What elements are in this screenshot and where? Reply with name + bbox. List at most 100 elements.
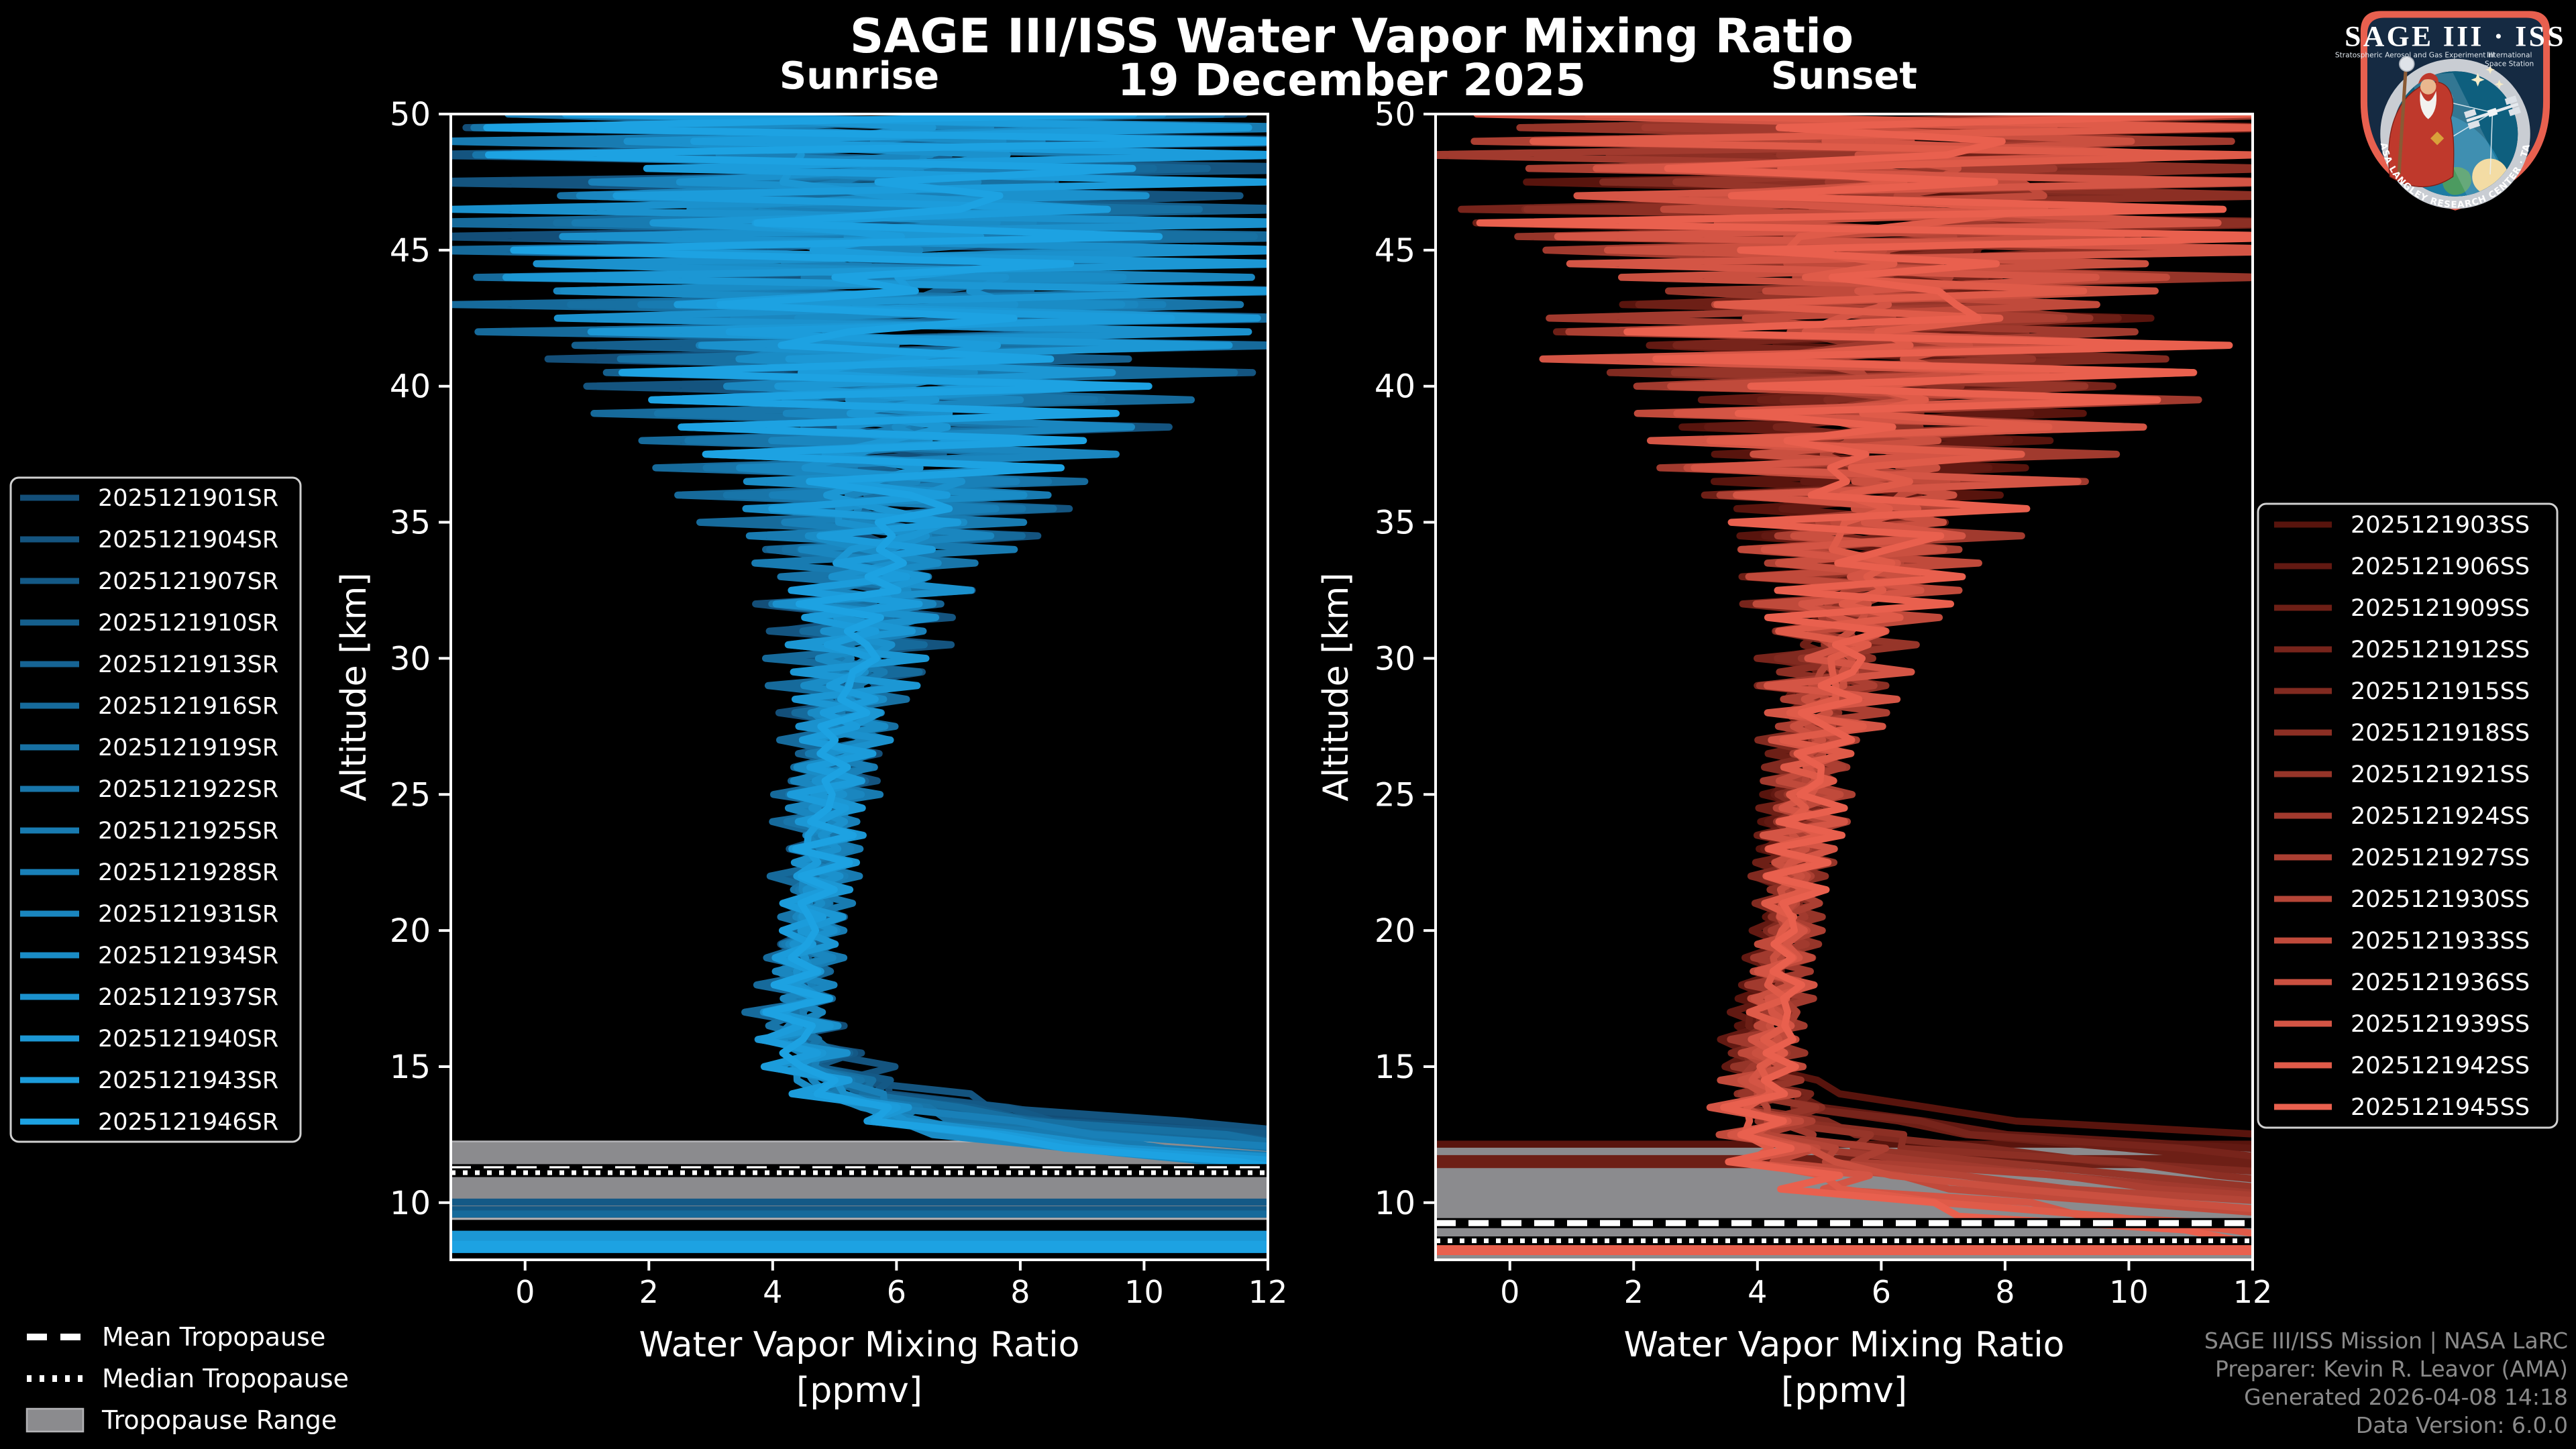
sunrise-event-legend: 2025121901SR 2025121904SR 2025121907SR 2025… [9, 476, 302, 1143]
y-tick-label: 45 [390, 232, 431, 270]
credit-mission: SAGE III/ISS Mission | NASA LaRC [2204, 1328, 2568, 1354]
sunrise-panel-title: Sunrise [780, 54, 939, 98]
iss-icon [2463, 95, 2521, 129]
legend-entry-label: 2025121910SR [98, 610, 278, 637]
iss-panel [2463, 109, 2477, 119]
star-icon [2494, 79, 2504, 89]
iss-panel [2504, 95, 2518, 105]
x-tick-label: 6 [887, 1274, 906, 1310]
x-tick-label: 10 [2109, 1274, 2149, 1310]
x-tick-label: 4 [763, 1274, 782, 1310]
sage-head [2420, 78, 2436, 95]
x-tick-label: 6 [1872, 1274, 1891, 1310]
sage-beard [2420, 91, 2437, 119]
sage-hood [2418, 72, 2438, 85]
sunset-yaxis-label: Altitude [km] [1316, 572, 1356, 801]
chart-root: 0 2 4 6 8 10 121015202530354045502025121901SR2… [9, 96, 2559, 1310]
sunset-axes-spines [1434, 113, 2254, 1261]
iss-panel [2467, 119, 2481, 129]
logo-caption-right-2: Space Station [2485, 60, 2534, 68]
legend-entry-label: 2025121940SR [98, 1026, 278, 1053]
y-tick-label: 30 [1375, 640, 1415, 678]
legend-entry-label: 2025121901SR [98, 485, 278, 512]
figure-date-subtitle: 19 December 2025 [1118, 54, 1586, 106]
legend-entry-label: 2025121907SR [98, 568, 278, 595]
sunset-panel-title: Sunset [1771, 54, 1917, 98]
mean-tropopause-label: Mean Tropopause [102, 1322, 325, 1352]
logo-caption-right-1: International [2487, 51, 2532, 59]
patch-ring [2380, 58, 2530, 209]
legend-entry-label: 2025121930SS [2351, 886, 2530, 913]
iss-panel [2508, 107, 2521, 117]
legend-entry-label: 2025121927SS [2351, 845, 2530, 871]
star-icon [2471, 72, 2485, 87]
legend-entry-label: 2025121909SS [2351, 595, 2530, 622]
legend-entry-label: 2025121924SS [2351, 803, 2530, 830]
profile-2025121946SR [451, 114, 1268, 1253]
sage-staff [2397, 70, 2408, 175]
sunrise-panel: 0 2 4 6 8 10 12 10 15 20 25 30 35 40 45 50 [390, 96, 1288, 1310]
x-tick-label: 12 [1248, 1274, 1288, 1310]
sunset-event-legend: 2025121903SS 2025121906SS 2025121909SS 2025… [2257, 502, 2559, 1129]
figure-title: SAGE III/ISS Water Vapor Mixing Ratio [850, 9, 1854, 64]
legend-entry-label: 2025121906SS [2351, 553, 2530, 580]
legend-entry-label: 2025121904SR [98, 527, 278, 553]
legend-entry-label: 2025121933SS [2351, 928, 2530, 955]
legend-entry-label: 2025121912SS [2351, 637, 2530, 663]
x-tick-label: 2 [639, 1274, 659, 1310]
legend-box [2257, 502, 2559, 1129]
credit-generated: Generated 2026-04-08 14:18 [2244, 1384, 2568, 1410]
sunset-xaxis-label-line2: [ppmv] [1781, 1371, 1907, 1411]
x-tick-label: 0 [1500, 1274, 1519, 1310]
y-tick-label: 45 [1375, 232, 1415, 270]
sage-figure [2387, 56, 2455, 188]
sunrise-xaxis-label-line2: [ppmv] [796, 1371, 922, 1411]
x-tick-label: 8 [1010, 1274, 1030, 1310]
legend-entry-label: 2025121943SR [98, 1067, 278, 1094]
y-tick-label: 10 [1375, 1185, 1415, 1222]
staff-orb [2399, 56, 2415, 72]
y-tick-label: 50 [390, 96, 431, 133]
y-tick-label: 40 [1375, 368, 1415, 406]
legend-entry-label: 2025121918SS [2351, 720, 2530, 747]
occultation-beam [2489, 112, 2493, 175]
credit-preparer: Preparer: Kevin R. Leavor (AMA) [2215, 1356, 2568, 1382]
tropopause-range-swatch [25, 1407, 85, 1433]
legend-entry-label: 2025121937SR [98, 984, 278, 1011]
tropopause-range-label: Tropopause Range [101, 1405, 337, 1435]
y-tick-label: 15 [390, 1049, 431, 1086]
legend-box [9, 476, 302, 1143]
iss-module [2487, 107, 2498, 117]
sage-belt-emblem [2430, 131, 2445, 146]
legend-entry-label: 2025121946SR [98, 1109, 278, 1136]
legend-entry-label: 2025121915SS [2351, 678, 2530, 705]
y-tick-label: 20 [1375, 912, 1415, 950]
profile-2025121945SS [1436, 114, 2253, 1256]
y-tick-label: 35 [1375, 504, 1415, 542]
median-tropopause-label: Median Tropopause [102, 1364, 349, 1393]
credits-block: SAGE III/ISS Mission | NASA LaRC Prepare… [2204, 1328, 2568, 1438]
sunrise-yaxis-label: Altitude [km] [334, 572, 374, 801]
legend-entry-label: 2025121934SR [98, 943, 278, 969]
logo-caption-left: Stratospheric Aerosol and Gas Experiment… [2335, 51, 2494, 59]
mission-patch-logo: SAGE III · ISS Stratospheric Aerosol and… [2335, 0, 2566, 211]
legend-entry-label: 2025121921SS [2351, 761, 2530, 788]
legend-entry-label: 2025121936SS [2351, 969, 2530, 996]
y-tick-label: 40 [390, 368, 431, 406]
sunset-plot-area [1436, 114, 2253, 1260]
legend-entry-label: 2025121922SR [98, 776, 278, 803]
legend-entry-label: 2025121903SS [2351, 512, 2530, 539]
credit-data-version: Data Version: 6.0.0 [2356, 1412, 2568, 1438]
logo-title: SAGE III · ISS [2345, 20, 2566, 52]
star-icon [2485, 65, 2495, 74]
sunset-panel: 0 2 4 6 8 10 12 10 15 20 25 30 35 40 45 50 [1375, 96, 2273, 1310]
x-tick-label: 4 [1748, 1274, 1767, 1310]
legend-entry-label: 2025121942SS [2351, 1053, 2530, 1079]
y-tick-label: 50 [1375, 96, 1415, 133]
sunset-xaxis-label-line1: Water Vapor Mixing Ratio [1624, 1325, 2065, 1365]
y-tick-label: 15 [1375, 1049, 1415, 1086]
legend-entry-label: 2025121919SR [98, 735, 278, 761]
x-tick-label: 12 [2233, 1274, 2273, 1310]
legend-entry-label: 2025121939SS [2351, 1011, 2530, 1038]
